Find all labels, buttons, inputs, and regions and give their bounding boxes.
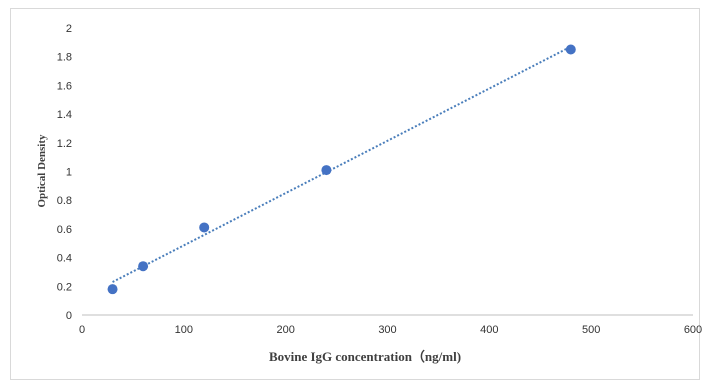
data-point bbox=[199, 222, 210, 233]
x-tick-label: 0 bbox=[79, 324, 85, 336]
x-tick-label: 100 bbox=[175, 324, 193, 336]
x-axis-title: Bovine IgG concentration（ng/ml) bbox=[269, 349, 461, 364]
y-tick-labels: 0 0.2 0.4 0.6 0.8 1 1.2 1.4 1.6 1.8 2 bbox=[57, 23, 72, 322]
y-tick-label: 1.6 bbox=[57, 80, 72, 92]
data-point bbox=[321, 165, 332, 176]
y-axis-title: Optical Density bbox=[36, 134, 48, 208]
data-points bbox=[107, 44, 576, 295]
x-tick-label: 300 bbox=[378, 324, 396, 336]
data-point bbox=[565, 44, 576, 55]
x-tick-label: 600 bbox=[684, 324, 702, 336]
trendline bbox=[112, 45, 572, 283]
y-tick-label: 0.8 bbox=[57, 195, 72, 207]
y-tick-label: 0.2 bbox=[57, 281, 72, 293]
chart-frame bbox=[10, 8, 700, 380]
y-tick-label: 1 bbox=[66, 167, 72, 179]
y-tick-label: 0.4 bbox=[57, 253, 72, 265]
y-tick-label: 0.6 bbox=[57, 224, 72, 236]
y-tick-label: 1.2 bbox=[57, 138, 72, 150]
y-tick-label: 0 bbox=[66, 310, 72, 322]
x-tick-labels: 0 100 200 300 400 500 600 bbox=[79, 324, 702, 336]
x-tick-label: 500 bbox=[582, 324, 600, 336]
y-tick-label: 1.4 bbox=[57, 109, 72, 121]
x-tick-label: 400 bbox=[480, 324, 498, 336]
data-point bbox=[107, 284, 118, 295]
y-tick-label: 2 bbox=[66, 23, 72, 35]
data-point bbox=[138, 261, 149, 272]
y-tick-label: 1.8 bbox=[57, 52, 72, 64]
x-tick-label: 200 bbox=[276, 324, 294, 336]
